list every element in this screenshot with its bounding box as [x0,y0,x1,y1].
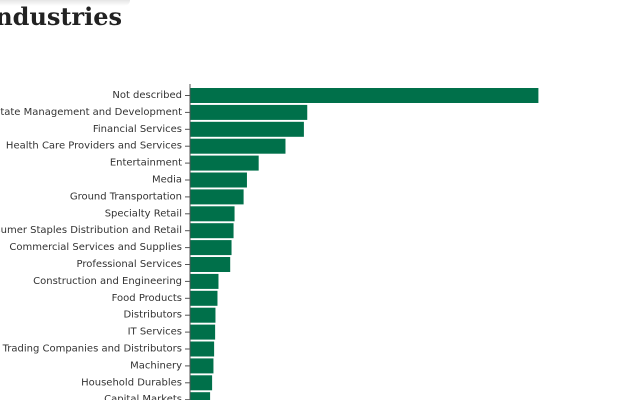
y-tick-label-14: IT Services [128,327,182,338]
bar-0 [190,88,539,103]
y-tick-label-11: Construction and Engineering [33,276,182,287]
y-tick-label-5: Media [152,175,182,186]
bar-4 [190,155,259,171]
y-tick-label-8: Consumer Staples Distribution and Retail [0,225,182,236]
y-tick-label-10: Professional Services [77,259,182,270]
bar-11 [190,273,219,289]
y-tick-label-4: Entertainment [110,158,182,169]
top-shadow [0,0,130,6]
y-tick-label-6: Ground Transportation [70,191,182,202]
y-tick-label-16: Machinery [130,360,182,371]
y-tick-label-12: Food Products [112,293,182,304]
y-tick-label-3: Health Care Providers and Services [6,141,182,152]
bar-17 [190,375,213,391]
y-tick-label-17: Household Durables [81,377,182,388]
page-title: Industries [0,2,123,31]
bar-10 [190,257,231,272]
bar-16 [190,358,214,374]
bar-2 [190,121,304,137]
y-tick-label-18: Capital Markets [104,394,182,400]
y-tick-label-2: Financial Services [93,124,182,135]
bar-8 [190,223,234,239]
y-tick-label-9: Commercial Services and Supplies [9,242,182,253]
bar-13 [190,307,216,323]
y-tick-label-15: Trading Companies and Distributors [2,344,182,355]
bar-1 [190,104,308,120]
y-tick-label-13: Distributors [123,310,182,321]
y-tick-label-0: Not described [112,90,182,101]
bar-3 [190,138,286,154]
bar-7 [190,206,235,222]
y-ticks-group: Not described Real Estate Management and … [0,90,190,400]
y-tick-label-7: Specialty Retail [105,208,182,219]
y-tick-label-1: Real Estate Management and Development [0,107,182,118]
bar-5 [190,172,247,188]
bar-18 [190,392,211,400]
bar-15 [190,341,215,357]
bar-6 [190,189,244,205]
bar-9 [190,240,232,256]
bar-12 [190,290,218,306]
bar-14 [190,324,216,340]
bars-group [190,88,539,400]
